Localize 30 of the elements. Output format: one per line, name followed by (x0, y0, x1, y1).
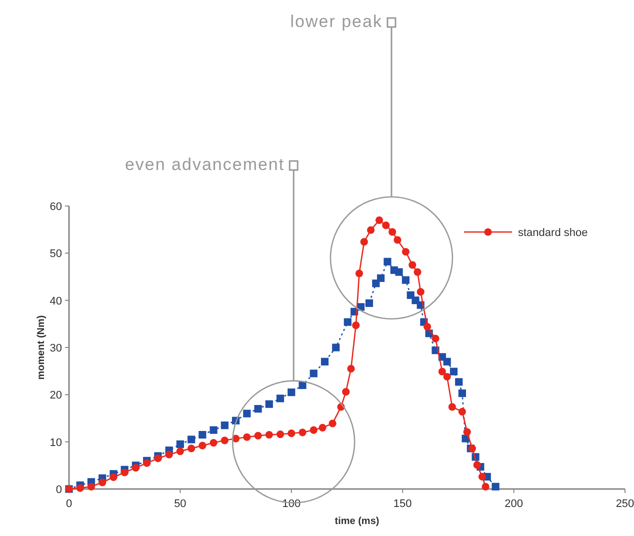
point (243, 410, 251, 418)
y-tick-label: 40 (50, 295, 62, 308)
point (395, 268, 403, 276)
point (188, 436, 196, 444)
point (332, 344, 340, 352)
point (344, 318, 352, 326)
text: lower peak (290, 12, 382, 31)
point (384, 258, 392, 266)
x-tick-label: 0 (66, 498, 72, 510)
x-tick-label: 50 (174, 498, 186, 510)
point (458, 389, 466, 398)
y-tick-label: 20 (50, 390, 62, 402)
point (254, 405, 262, 413)
x-tick-label: 200 (504, 498, 523, 510)
point (402, 276, 410, 284)
y-tick-label: 60 (50, 201, 62, 213)
y-tick-label: 0 (56, 484, 62, 496)
y-tick-label: 10 (50, 436, 62, 449)
text: even advancement (124, 155, 285, 174)
x-tick-label: 250 (616, 498, 634, 510)
point (276, 394, 284, 402)
point (377, 274, 385, 282)
point (492, 482, 500, 490)
y-axis-title: moment (Nm) (36, 315, 47, 380)
y-tick-label: 50 (50, 248, 62, 260)
x-tick-label: 150 (393, 498, 412, 510)
y-tick-label: 30 (50, 342, 62, 354)
legend-label: standard shoe (518, 227, 588, 239)
x-axis-title: time (ms) (334, 516, 380, 527)
point (210, 426, 218, 434)
